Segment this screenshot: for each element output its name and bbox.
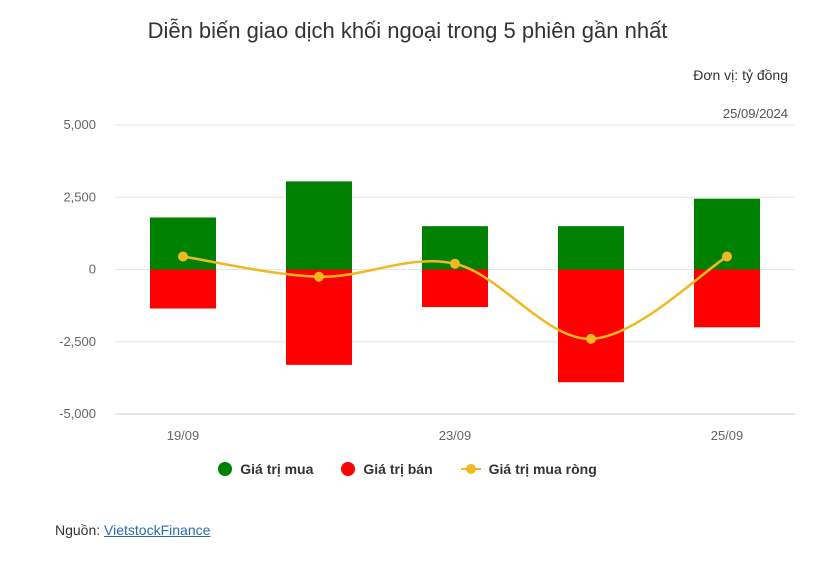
sell-bar: [422, 269, 488, 308]
y-tick-label: 5,000: [63, 117, 96, 132]
buy-bar: [558, 226, 624, 270]
x-tick-label: 23/09: [439, 428, 472, 443]
legend-item-buy[interactable]: Giá trị mua: [218, 461, 313, 477]
y-tick-label: -2,500: [59, 334, 96, 349]
date-label: 25/09/2024: [722, 106, 788, 121]
y-tick-label: -5,000: [59, 406, 96, 421]
chart-title: Diễn biến giao dịch khối ngoại trong 5 p…: [147, 18, 668, 43]
sell-bar: [150, 269, 216, 309]
sell-bar: [558, 269, 624, 383]
legend-net-label: Giá trị mua ròng: [488, 461, 597, 477]
source-prefix: Nguồn:: [55, 522, 105, 538]
y-tick-label: 0: [89, 262, 96, 277]
source-link[interactable]: VietstockFinance: [104, 522, 211, 538]
y-tick-label: 2,500: [63, 189, 96, 204]
legend-sell-label: Giá trị bán: [363, 461, 433, 477]
source-line: Nguồn: VietstockFinance: [55, 522, 210, 538]
legend-buy-symbol: [218, 462, 233, 476]
legend-item-sell[interactable]: Giá trị bán: [341, 461, 433, 477]
net-point: [450, 258, 460, 269]
buy-bar: [286, 181, 352, 270]
legend-sell-symbol: [341, 462, 356, 476]
chart-plot: 5,000 2,500 0 -2,500 -5,000 19/09 23/09 25/09: [59, 117, 795, 443]
sell-bar: [286, 269, 352, 365]
sell-bar: [694, 269, 760, 328]
net-line: [182, 255, 728, 341]
x-tick-label: 25/09: [711, 428, 744, 443]
legend-buy-label: Giá trị mua: [240, 461, 314, 477]
legend-net-symbol: [460, 462, 481, 476]
x-tick-label: 19/09: [167, 428, 200, 443]
net-point: [722, 251, 732, 262]
unit-label: Đơn vị: tỷ đồng: [693, 67, 788, 83]
legend-item-net[interactable]: Giá trị mua ròng: [460, 461, 597, 477]
net-point: [586, 333, 596, 344]
net-point: [178, 251, 188, 262]
chart-legend: Giá trị mua Giá trị bán Giá trị mua ròng: [0, 461, 815, 477]
net-point: [314, 271, 324, 282]
